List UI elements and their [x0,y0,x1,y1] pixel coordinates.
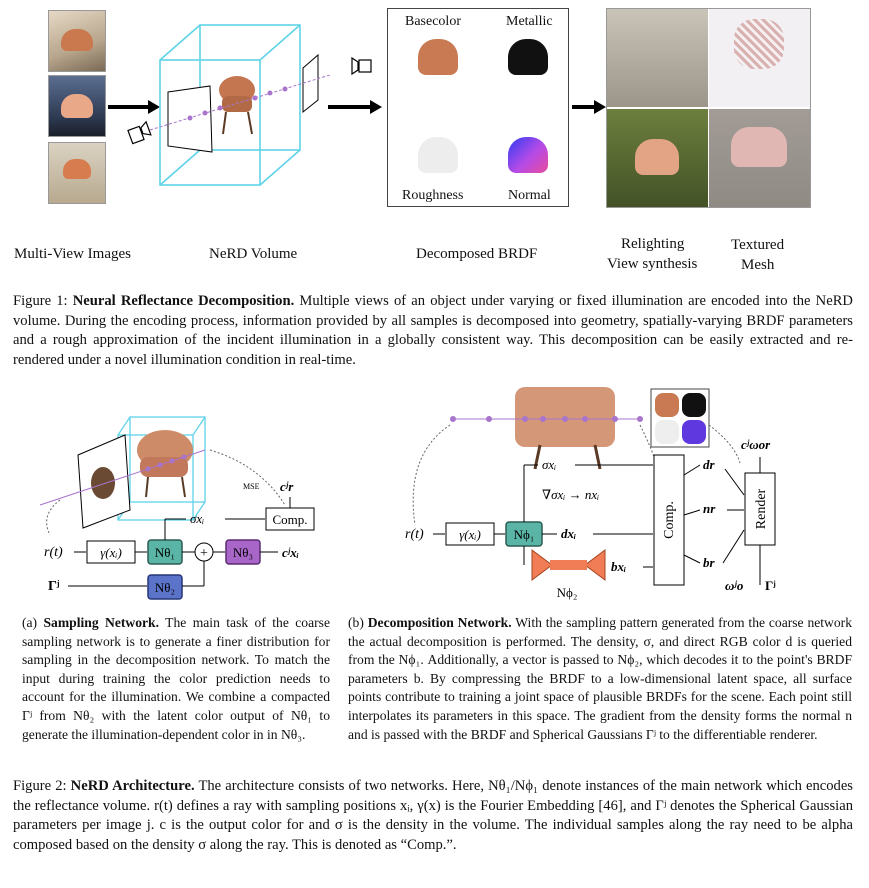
ray-samples [145,454,187,472]
r-t-label: r(t) [405,527,424,542]
plus-label: + [200,546,208,561]
roughness-image [418,137,458,173]
n-phi2-label: Nϕ₂ [557,585,578,600]
caption-title: Neural Reflectance Decomposition. [72,293,295,309]
omega-label: ωʲo [725,578,744,593]
decomposition-network-diagram: r(t) γ(xᵢ) Nϕ₁ σxᵢ ∇σxᵢ → nxᵢ dxᵢ Nϕ₂ bx… [405,387,776,600]
subcaption-b-prefix: (b) [348,615,364,630]
mse-label: MSE [243,482,260,491]
gamma-j-label: Γʲ [48,579,60,594]
metallic-label: Metallic [506,14,553,29]
d-r-label: dr [703,457,716,472]
n-phi2-decoder [531,549,553,581]
label-view-synthesis: View synthesis [607,256,698,272]
n-r-label: nr [703,501,716,516]
comp-box [653,454,685,586]
brdf-panel: Basecolor Metallic Roughness Normal [387,8,569,207]
n-phi1-label: Nϕ₁ [514,527,535,542]
label-multiview: Multi-View Images [14,246,131,262]
ray [149,74,331,131]
input-image-1 [48,10,106,72]
b-x-label: bxᵢ [611,559,626,574]
normal-image [508,137,548,173]
grad-label: ∇σxᵢ → nxᵢ [542,487,599,502]
caption-prefix: Figure 2: [13,778,67,794]
arrow-right-icon [328,100,382,114]
c-r-label: cʲr [280,479,294,494]
subcaption-b-body: With the sampling pattern generated from… [348,615,852,742]
subcaption-a: (a) Sampling Network. The main task of t… [22,614,330,744]
gamma-j-label: Γʲ [765,578,776,593]
caption-prefix: Figure 1: [13,293,68,309]
textured-mesh-1 [709,9,810,107]
arrow-right-icon [572,100,606,114]
metallic-image [508,39,548,75]
caption-body: The architecture consists of two network… [13,778,853,853]
arrow-right-icon [108,100,160,114]
c-x-label: cʲxᵢ [282,545,299,560]
basecolor-label: Basecolor [405,14,461,29]
input-image-2 [48,75,106,137]
render-label: Render [754,488,769,529]
figure-2-caption: Figure 2: NeRD Architecture. The archite… [13,777,853,855]
subcaption-a-body: The main task of the coarse sampling net… [22,615,330,742]
label-nerd-volume: NeRD Volume [209,246,298,262]
subcaption-a-prefix: (a) [22,615,38,630]
n-theta1-label: Nθ₁ [155,545,175,560]
result-grid [606,8,811,208]
label-relighting: Relighting [621,236,685,252]
figure-1-caption: Figure 1: Neural Reflectance Decompositi… [13,292,853,370]
caption-title: NeRD Architecture. [70,778,195,794]
render-box [744,472,776,546]
normal-label: Normal [508,188,551,203]
label-textured: Textured [731,237,785,253]
textured-mesh-2 [709,109,810,207]
chair-in-volume [219,76,255,135]
relit-image-2 [607,109,708,207]
r-t-label: r(t) [44,545,63,560]
nerd-volume-cube [159,24,301,186]
n-theta2-label: Nθ₂ [155,580,175,595]
basecolor-image [418,39,458,75]
image-plane [302,53,319,114]
camera-icon [351,56,372,76]
label-decomposed-brdf: Decomposed BRDF [416,246,538,262]
ray-samples [450,416,643,422]
gamma-label: γ(xᵢ) [100,545,122,560]
subcaption-b-title: Decomposition Network. [367,615,512,630]
comp-label: Comp. [662,501,677,539]
figure-1-diagram [108,24,606,186]
label-mesh: Mesh [741,257,775,273]
relit-image-1 [607,9,708,107]
gamma-label: γ(xᵢ) [459,527,481,542]
c-out-label: cʲωor [741,437,771,452]
d-x-label: dxᵢ [561,526,576,541]
ray-samples [187,86,288,121]
sampling-network-diagram: r(t) γ(xᵢ) Nθ₁ + Nθ₃ cʲxᵢ σxᵢ Comp. MSE … [39,416,315,600]
subcaption-b: (b) Decomposition Network. With the samp… [348,614,852,744]
sigma-label: σxᵢ [190,511,204,526]
subcaption-a-title: Sampling Network. [43,615,160,630]
input-image-3 [48,142,106,204]
n-theta2-box [147,574,183,600]
b-r-label: br [703,555,716,570]
sigma-label: σxᵢ [542,457,556,472]
comp-label: Comp. [272,512,307,527]
caption-body: Multiple views of an object under varyin… [13,293,853,368]
camera-icon [127,120,152,145]
roughness-label: Roughness [402,188,464,203]
n-theta3-label: Nθ₃ [233,545,253,560]
